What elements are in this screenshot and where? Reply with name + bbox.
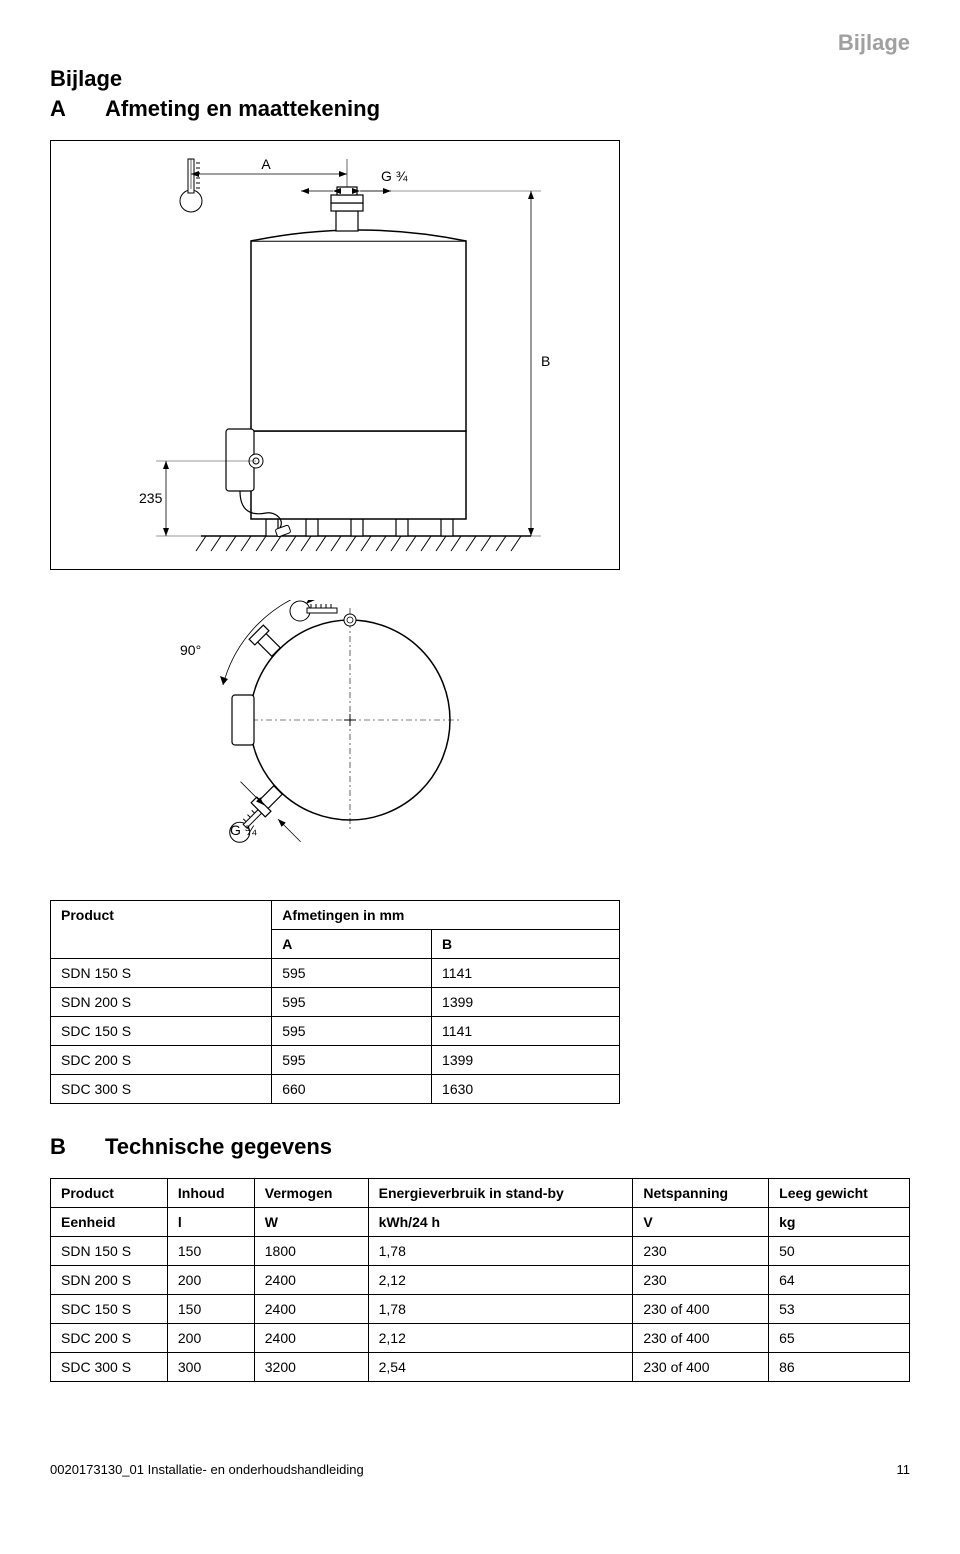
t2-cell: 230 of 400 [633,1295,769,1324]
t2-u-kwh: kWh/24 h [368,1208,633,1237]
t2-cell: 230 [633,1237,769,1266]
t2-u-l: l [167,1208,254,1237]
t2-cell: 2,12 [368,1324,633,1353]
t2-cell: 2400 [254,1266,368,1295]
t2-cell: 200 [167,1266,254,1295]
footer-left: 0020173130_01 Installatie- en onderhouds… [50,1462,364,1477]
t2-h-inhoud: Inhoud [167,1179,254,1208]
diagram2-label-angle: 90° [180,642,201,658]
section-a-heading: A Afmeting en maattekening [50,96,910,122]
diagram-top-view: 90° G ¾ [140,600,520,870]
t2-cell: 1800 [254,1237,368,1266]
t2-u-v: V [633,1208,769,1237]
table-row: SDC 300 S 660 1630 [51,1075,620,1104]
header-right-label: Bijlage [50,30,910,56]
t2-h-gewicht: Leeg gewicht [769,1179,910,1208]
table-row: SDC 200 S 595 1399 [51,1046,620,1075]
table-row: SDC 150 S 150 2400 1,78 230 of 400 53 [51,1295,910,1324]
diagram1-label-g34: G ¾ [381,168,408,184]
t1-h-dims: Afmetingen in mm [272,901,620,930]
footer-page-number: 11 [897,1462,911,1477]
t1-h-a: A [272,930,432,959]
t1-cell: 1630 [432,1075,620,1104]
t2-cell: 2400 [254,1324,368,1353]
table-row: SDN 200 S 595 1399 [51,988,620,1017]
t2-cell: 230 of 400 [633,1353,769,1382]
table-row: SDC 150 S 595 1141 [51,1017,620,1046]
t2-u-eenheid: Eenheid [51,1208,168,1237]
t2-cell: 53 [769,1295,910,1324]
t2-cell: 1,78 [368,1237,633,1266]
t2-cell: 2,54 [368,1353,633,1382]
section-b-heading: B Technische gegevens [50,1134,910,1160]
dimensions-table: Product Afmetingen in mm A B SDN 150 S 5… [50,900,620,1104]
t1-h-product: Product [51,901,272,959]
t2-cell: 230 of 400 [633,1324,769,1353]
diagram1-label-a: A [261,156,271,172]
t2-cell: 1,78 [368,1295,633,1324]
t1-h-b: B [432,930,620,959]
t2-u-kg: kg [769,1208,910,1237]
diagram2-svg: 90° G ¾ [140,600,520,870]
table-row: SDN 150 S 150 1800 1,78 230 50 [51,1237,910,1266]
t2-cell: 64 [769,1266,910,1295]
t2-cell: SDC 150 S [51,1295,168,1324]
technical-data-table: Product Inhoud Vermogen Energieverbruik … [50,1178,910,1382]
t1-cell: SDC 150 S [51,1017,272,1046]
section-a-title: Afmeting en maattekening [105,96,380,122]
diagram1-svg: A G ¾ B 235 [51,141,619,569]
diagram1-label-235: 235 [139,490,163,506]
t2-cell: SDC 300 S [51,1353,168,1382]
diagram2-label-g34: G ¾ [230,822,257,838]
t1-cell: 595 [272,988,432,1017]
t1-cell: 1141 [432,959,620,988]
t2-cell: SDN 150 S [51,1237,168,1266]
section-a-letter: A [50,96,105,122]
t2-cell: 150 [167,1295,254,1324]
t1-cell: 595 [272,1046,432,1075]
t2-h-product: Product [51,1179,168,1208]
t1-cell: SDN 200 S [51,988,272,1017]
t1-cell: SDC 300 S [51,1075,272,1104]
t2-cell: 200 [167,1324,254,1353]
diagram-side-view: A G ¾ B 235 [50,140,620,570]
t2-cell: SDC 200 S [51,1324,168,1353]
t2-h-energie: Energieverbruik in stand-by [368,1179,633,1208]
t2-cell: 2400 [254,1295,368,1324]
t1-cell: 1141 [432,1017,620,1046]
t2-cell: 3200 [254,1353,368,1382]
t2-cell: 65 [769,1324,910,1353]
page-footer: 0020173130_01 Installatie- en onderhouds… [50,1462,910,1477]
table-row: SDC 300 S 300 3200 2,54 230 of 400 86 [51,1353,910,1382]
t1-cell: 595 [272,959,432,988]
t2-cell: 50 [769,1237,910,1266]
t2-cell: 2,12 [368,1266,633,1295]
table-row: SDN 200 S 200 2400 2,12 230 64 [51,1266,910,1295]
table-row: SDC 200 S 200 2400 2,12 230 of 400 65 [51,1324,910,1353]
t2-h-vermogen: Vermogen [254,1179,368,1208]
t2-cell: 150 [167,1237,254,1266]
t1-cell: 1399 [432,1046,620,1075]
t1-cell: 595 [272,1017,432,1046]
t1-cell: 660 [272,1075,432,1104]
t2-h-netspanning: Netspanning [633,1179,769,1208]
section-b-letter: B [50,1134,105,1160]
section-b-title: Technische gegevens [105,1134,332,1160]
table-row: SDN 150 S 595 1141 [51,959,620,988]
diagram1-label-b: B [541,353,550,369]
t1-cell: SDN 150 S [51,959,272,988]
t2-cell: 230 [633,1266,769,1295]
t1-cell: SDC 200 S [51,1046,272,1075]
t2-cell: SDN 200 S [51,1266,168,1295]
t2-u-w: W [254,1208,368,1237]
t2-cell: 86 [769,1353,910,1382]
header-left-label: Bijlage [50,66,910,92]
t1-cell: 1399 [432,988,620,1017]
t2-cell: 300 [167,1353,254,1382]
